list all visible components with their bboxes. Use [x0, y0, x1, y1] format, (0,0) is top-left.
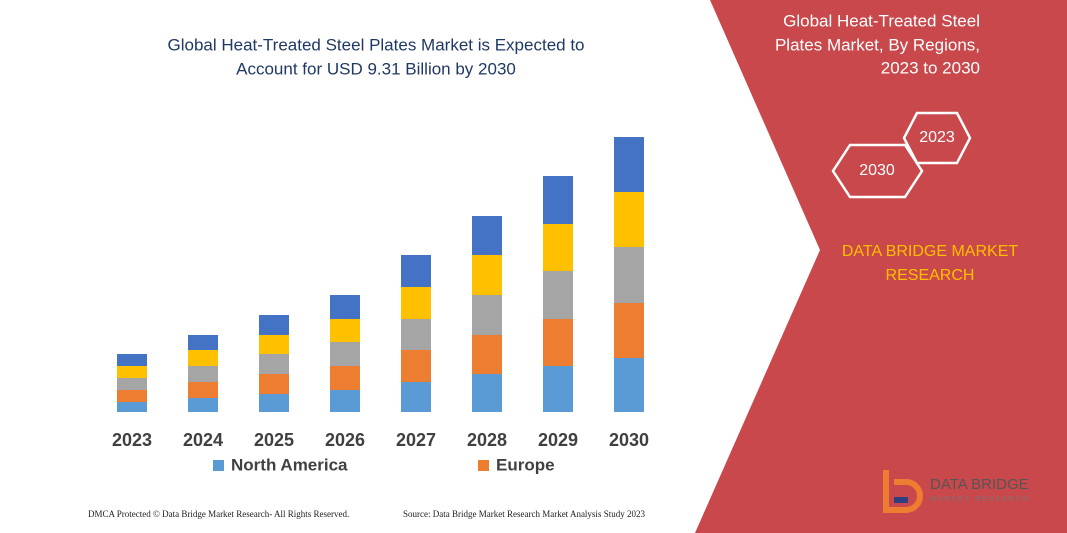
x-tick-label: 2028	[467, 430, 507, 450]
bar-segment	[472, 255, 502, 295]
bar-segment	[330, 319, 360, 342]
legend-label: North America	[231, 455, 348, 474]
x-tick-label: 2024	[183, 430, 223, 450]
x-tick-label: 2023	[112, 430, 152, 450]
bar-segment	[188, 382, 218, 398]
hexagon	[902, 111, 972, 165]
bar-segment	[259, 354, 289, 374]
legend-swatch	[213, 460, 224, 471]
bar-segment	[614, 192, 644, 247]
legend-label: Europe	[496, 455, 555, 474]
brand-text: RESEARCH	[886, 267, 975, 284]
chart-title: Account for USD 9.31 Billion by 2030	[236, 59, 516, 78]
footer-text: DMCA Protected © Data Bridge Market Rese…	[88, 509, 349, 519]
logo-text: DATA BRIDGE	[930, 476, 1029, 493]
bar-segment	[401, 382, 431, 412]
x-tick-label: 2026	[325, 430, 365, 450]
red-panel	[695, 0, 1067, 533]
brand-text: DATA BRIDGE MARKET	[842, 243, 1019, 260]
bar-segment	[472, 216, 502, 255]
bar-segment	[330, 342, 360, 366]
bar-segment	[543, 319, 573, 366]
bar-segment	[543, 224, 573, 271]
bar-segment	[401, 287, 431, 319]
bar-segment	[117, 354, 147, 366]
bar-segment	[401, 319, 431, 350]
hexagon-label: 2030	[859, 162, 895, 179]
panel-title: Global Heat-Treated Steel	[783, 11, 980, 30]
bar-segment	[117, 390, 147, 402]
bar-segment	[188, 398, 218, 412]
bar-segment	[472, 295, 502, 335]
bar-segment	[330, 390, 360, 412]
bar-segment	[259, 374, 289, 394]
hexagon	[831, 143, 924, 199]
bar-segment	[543, 176, 573, 224]
bar-segment	[117, 402, 147, 412]
bar-segment	[472, 335, 502, 374]
bar-segment	[188, 350, 218, 366]
bar-segment	[401, 350, 431, 382]
footer-text: Source: Data Bridge Market Research Mark…	[403, 509, 645, 519]
logo-icon	[883, 470, 923, 513]
bar-segment	[614, 303, 644, 358]
bar-segment	[614, 137, 644, 192]
bar-segment	[330, 295, 360, 319]
bar-segment	[543, 366, 573, 412]
x-tick-label: 2025	[254, 430, 294, 450]
bar-segment	[259, 394, 289, 412]
x-tick-label: 2030	[609, 430, 649, 450]
bar-segment	[188, 335, 218, 350]
panel-title: Plates Market, By Regions,	[775, 35, 980, 54]
bar-segment	[117, 378, 147, 390]
chart-title: Global Heat-Treated Steel Plates Market …	[167, 35, 584, 54]
logo: DATA BRIDGE MARKET RESEARCH	[883, 470, 1030, 513]
bar-segment	[472, 374, 502, 412]
bar-segment	[259, 335, 289, 354]
x-tick-label: 2029	[538, 430, 578, 450]
logo-text: MARKET RESEARCH	[930, 496, 1030, 503]
bar-segment	[543, 271, 573, 319]
legend-swatch	[478, 460, 489, 471]
bar-segment	[401, 255, 431, 287]
hexagon-label: 2023	[919, 129, 955, 146]
bar-segment	[188, 366, 218, 382]
bar-segment	[259, 315, 289, 335]
bar-segment	[117, 366, 147, 378]
panel-title: 2023 to 2030	[881, 58, 980, 77]
bar-segment	[614, 247, 644, 303]
x-tick-label: 2027	[396, 430, 436, 450]
bar-segment	[614, 358, 644, 412]
bar-segment	[330, 366, 360, 390]
